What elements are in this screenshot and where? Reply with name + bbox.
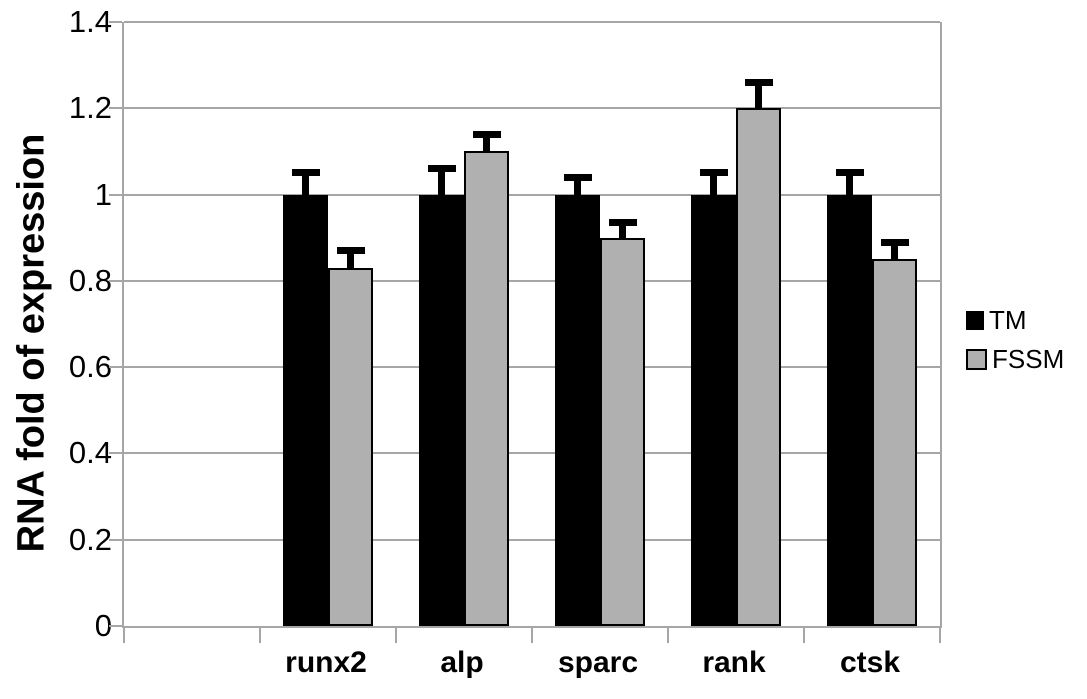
y-tick-label-0.2: 0.2: [68, 522, 112, 557]
y-tick-label-0.8: 0.8: [68, 263, 112, 298]
y-tick-label-1.4: 1.4: [68, 4, 112, 39]
error-bar-cap-tm-ctsk: [836, 169, 864, 176]
x-category-label-alp: alp: [440, 646, 484, 679]
error-bar-cap-fssm-sparc: [609, 219, 637, 226]
y-axis-tick-0.4: [109, 452, 122, 454]
error-bar-stem-fssm-sparc: [619, 223, 626, 240]
error-bar-cap-tm-sparc: [564, 174, 592, 181]
bar-fssm-sparc: [600, 238, 645, 626]
y-axis-tick-0: [109, 625, 122, 627]
legend-label-tm: TM: [989, 305, 1027, 335]
error-bar-stem-fssm-rank: [755, 82, 762, 110]
error-bar-cap-tm-runx2: [292, 169, 320, 176]
bar-fssm-runx2: [328, 268, 373, 626]
x-category-label-rank: rank: [702, 646, 766, 679]
y-axis-tick-0.6: [109, 366, 122, 368]
fssm-color-swatch-icon: [966, 348, 987, 370]
y-tick-label-1: 1: [94, 177, 112, 212]
error-bar-cap-fssm-ctsk: [881, 239, 909, 246]
error-bar-cap-fssm-alp: [473, 131, 501, 138]
y-axis-tick-1.2: [109, 107, 122, 109]
error-bar-stem-tm-ctsk: [846, 173, 853, 197]
gridline-0.6: [124, 366, 940, 368]
y-tick-label-1.2: 1.2: [68, 90, 112, 125]
bar-tm-runx2: [283, 195, 328, 626]
error-bar-cap-fssm-rank: [745, 79, 773, 86]
legend-label-fssm: FSSM: [992, 344, 1065, 374]
y-tick-label-0: 0: [94, 608, 112, 643]
legend: TM FSSM: [966, 306, 1064, 384]
x-axis-tick-4: [667, 626, 669, 643]
error-bar-cap-tm-rank: [700, 169, 728, 176]
y-axis-tick-1: [109, 194, 122, 196]
x-category-label-sparc: sparc: [557, 646, 639, 679]
x-axis-tick-1: [259, 626, 261, 643]
gridline-1.4: [124, 21, 940, 23]
y-axis-tick-0.2: [109, 539, 122, 541]
error-bar-stem-tm-rank: [710, 173, 717, 197]
x-axis-tick-6: [939, 626, 941, 643]
x-axis-tick-3: [531, 626, 533, 643]
error-bar-stem-fssm-runx2: [347, 251, 354, 270]
plot-area: [109, 21, 942, 643]
error-bar-stem-fssm-ctsk: [891, 242, 898, 261]
x-category-label-runx2: runx2: [285, 646, 367, 679]
y-tick-label-0.4: 0.4: [68, 435, 112, 470]
bar-fssm-alp: [464, 151, 509, 626]
y-axis-tick-0.8: [109, 280, 122, 282]
y-tick-label-0.6: 0.6: [68, 349, 112, 384]
gridline-1.2: [124, 107, 940, 109]
x-axis-tick-0: [123, 626, 125, 643]
x-axis-tick-5: [803, 626, 805, 643]
gridline-0.2: [124, 539, 940, 541]
bar-tm-sparc: [555, 195, 600, 626]
gridline-0.4: [124, 452, 940, 454]
legend-item-tm: TM: [966, 306, 1064, 334]
bar-tm-alp: [419, 195, 464, 626]
bar-tm-ctsk: [827, 195, 872, 626]
x-category-label-ctsk: ctsk: [839, 646, 901, 679]
legend-item-fssm: FSSM: [966, 345, 1064, 373]
bar-fssm-ctsk: [872, 259, 917, 626]
bar-fssm-rank: [736, 108, 781, 626]
tm-color-swatch-icon: [966, 310, 984, 330]
error-bar-stem-tm-runx2: [302, 173, 309, 197]
error-bar-cap-tm-alp: [428, 165, 456, 172]
x-axis-tick-2: [395, 626, 397, 643]
bar-tm-rank: [691, 195, 736, 626]
gridline-1: [124, 194, 940, 196]
error-bar-stem-fssm-alp: [483, 134, 490, 153]
error-bar-cap-fssm-runx2: [337, 247, 365, 254]
gridline-0.8: [124, 280, 940, 282]
y-axis-tick-1.4: [109, 21, 122, 23]
error-bar-stem-tm-sparc: [574, 177, 581, 196]
error-bar-stem-tm-alp: [438, 169, 445, 197]
